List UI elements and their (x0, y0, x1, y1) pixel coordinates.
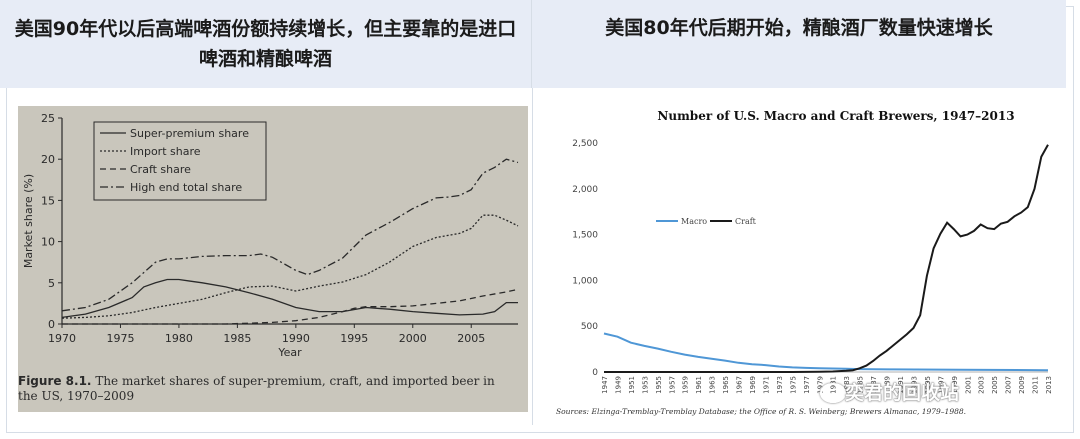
series-line-macro (603, 332, 1049, 372)
series-line-3 (61, 158, 519, 312)
legend-label-1: Import share (130, 145, 201, 158)
figure-caption-label: Figure 8.1. (18, 374, 92, 388)
x-tick-label: 1985 (223, 332, 251, 345)
x-tick-label: 1947 (601, 376, 609, 394)
x-tick-label: 1975 (789, 376, 797, 394)
x-tick-label: 1999 (951, 376, 959, 394)
x-tick-label: 1953 (641, 376, 649, 394)
x-tick-label: 1967 (736, 376, 744, 394)
header-left-text: 美国90年代以后高端啤酒份额持续增长，但主要靠的是进口啤酒和精酿啤酒 (14, 18, 517, 70)
y-tick-label: 15 (41, 194, 55, 207)
x-tick-label: 2007 (1005, 376, 1013, 394)
legend: Macro Craft (656, 217, 757, 226)
series-line-craft (604, 144, 1049, 373)
legend-label-2: Craft share (130, 163, 191, 176)
legend-label-macro: Macro (681, 217, 707, 226)
x-tick-label: 1969 (749, 376, 757, 394)
x-tick-label: 1985 (857, 376, 865, 394)
source-note: Sources: Elzinga-Tremblay-Tremblay Datab… (556, 407, 966, 416)
x-tick-label: 1955 (655, 376, 663, 394)
y-tick-label: 0 (592, 368, 598, 378)
x-tick-label: 1990 (282, 332, 310, 345)
y-tick-label: 20 (41, 153, 55, 166)
x-tick-label: 2000 (399, 332, 427, 345)
x-tick-label: 1991 (897, 376, 905, 394)
y-tick-label: 10 (41, 236, 55, 249)
x-tick-label: 1957 (668, 376, 676, 394)
y-tick-label: 500 (581, 322, 598, 332)
legend-box (93, 121, 267, 201)
y-tick-label: 2,500 (572, 139, 598, 149)
x-tick-label: 1979 (816, 376, 824, 394)
x-tick-label: 2001 (964, 376, 972, 394)
y-tick-label: 0 (48, 318, 55, 331)
column-divider (532, 88, 533, 425)
x-tick-label: 1963 (709, 376, 717, 394)
x-tick-label: 1995 (340, 332, 368, 345)
scanned-figure: 0 5 10 15 20 25 1970 1975 1980 1985 1990 1995 2000 20… (18, 106, 528, 412)
legend-label-0: Super-premium share (130, 127, 249, 140)
x-tick-label: 1959 (682, 376, 690, 394)
x-tick-label: 2013 (1045, 376, 1053, 394)
y-tick-label: 1,000 (572, 276, 598, 286)
series-line-1 (61, 214, 519, 319)
x-tick-label: 1970 (48, 332, 76, 345)
chart-title: Number of U.S. Macro and Craft Brewers, … (657, 109, 1014, 123)
legend-label-craft: Craft (735, 217, 757, 226)
x-tick-label: 1951 (628, 376, 636, 394)
brewers-chart: Number of U.S. Macro and Craft Brewers, … (556, 109, 1053, 416)
x-tick-label: 1980 (165, 332, 193, 345)
y-tick-label: 25 (41, 112, 55, 125)
y-tick-label: 2,000 (572, 185, 598, 195)
x-tick-label: 2005 (991, 376, 999, 394)
wechat-icon (820, 383, 846, 403)
x-tick-label: 2009 (1018, 376, 1026, 394)
figure-caption-text: The market shares of super-premium, craf… (18, 374, 495, 403)
x-tick-label: 2005 (457, 332, 485, 345)
series-line-2 (62, 288, 519, 325)
header-left: 美国90年代以后高端啤酒份额持续增长，但主要靠的是进口啤酒和精酿啤酒 (0, 0, 532, 88)
watermark: 奕君的回收站 (845, 382, 960, 404)
x-tick-label: 1993 (910, 376, 918, 394)
brewers-chart-panel: Number of U.S. Macro and Craft Brewers, … (548, 100, 1064, 426)
legend: Super-premium share Import share Craft sha… (93, 121, 267, 201)
x-tick-label: 2011 (1032, 376, 1040, 394)
y-tick-label: 1,500 (572, 231, 598, 241)
x-axis-label: Year (277, 346, 302, 359)
legend-label-3: High end total share (130, 181, 242, 194)
x-tick-label: 1997 (937, 376, 945, 394)
x-tick-label: 1975 (106, 332, 134, 345)
x-tick-label: 1995 (924, 376, 932, 394)
x-tick-label: 1965 (722, 376, 730, 394)
header-right-text: 美国80年代后期开始，精酿酒厂数量快速增长 (605, 17, 993, 39)
x-tick-label: 1949 (614, 376, 622, 394)
x-tick-label: 2003 (978, 376, 986, 394)
market-share-chart: 0 5 10 15 20 25 1970 1975 1980 1985 1990 1995 2000 20… (22, 112, 519, 359)
x-tick-label: 1961 (695, 376, 703, 394)
y-axis-label: Market share (%) (22, 174, 35, 268)
x-tick-label: 1987 (870, 376, 878, 394)
x-tick-label: 1973 (776, 376, 784, 394)
header-right: 美国80年代后期开始，精酿酒厂数量快速增长 (532, 0, 1066, 88)
x-tick-label: 1971 (762, 376, 770, 394)
x-tick-label: 1977 (803, 376, 811, 394)
figure-caption: Figure 8.1. The market shares of super-p… (18, 374, 518, 404)
x-tick-label: 1983 (843, 376, 851, 394)
y-tick-label: 5 (48, 277, 55, 290)
x-tick-label: 1989 (884, 376, 892, 394)
series-line-0 (61, 278, 518, 319)
